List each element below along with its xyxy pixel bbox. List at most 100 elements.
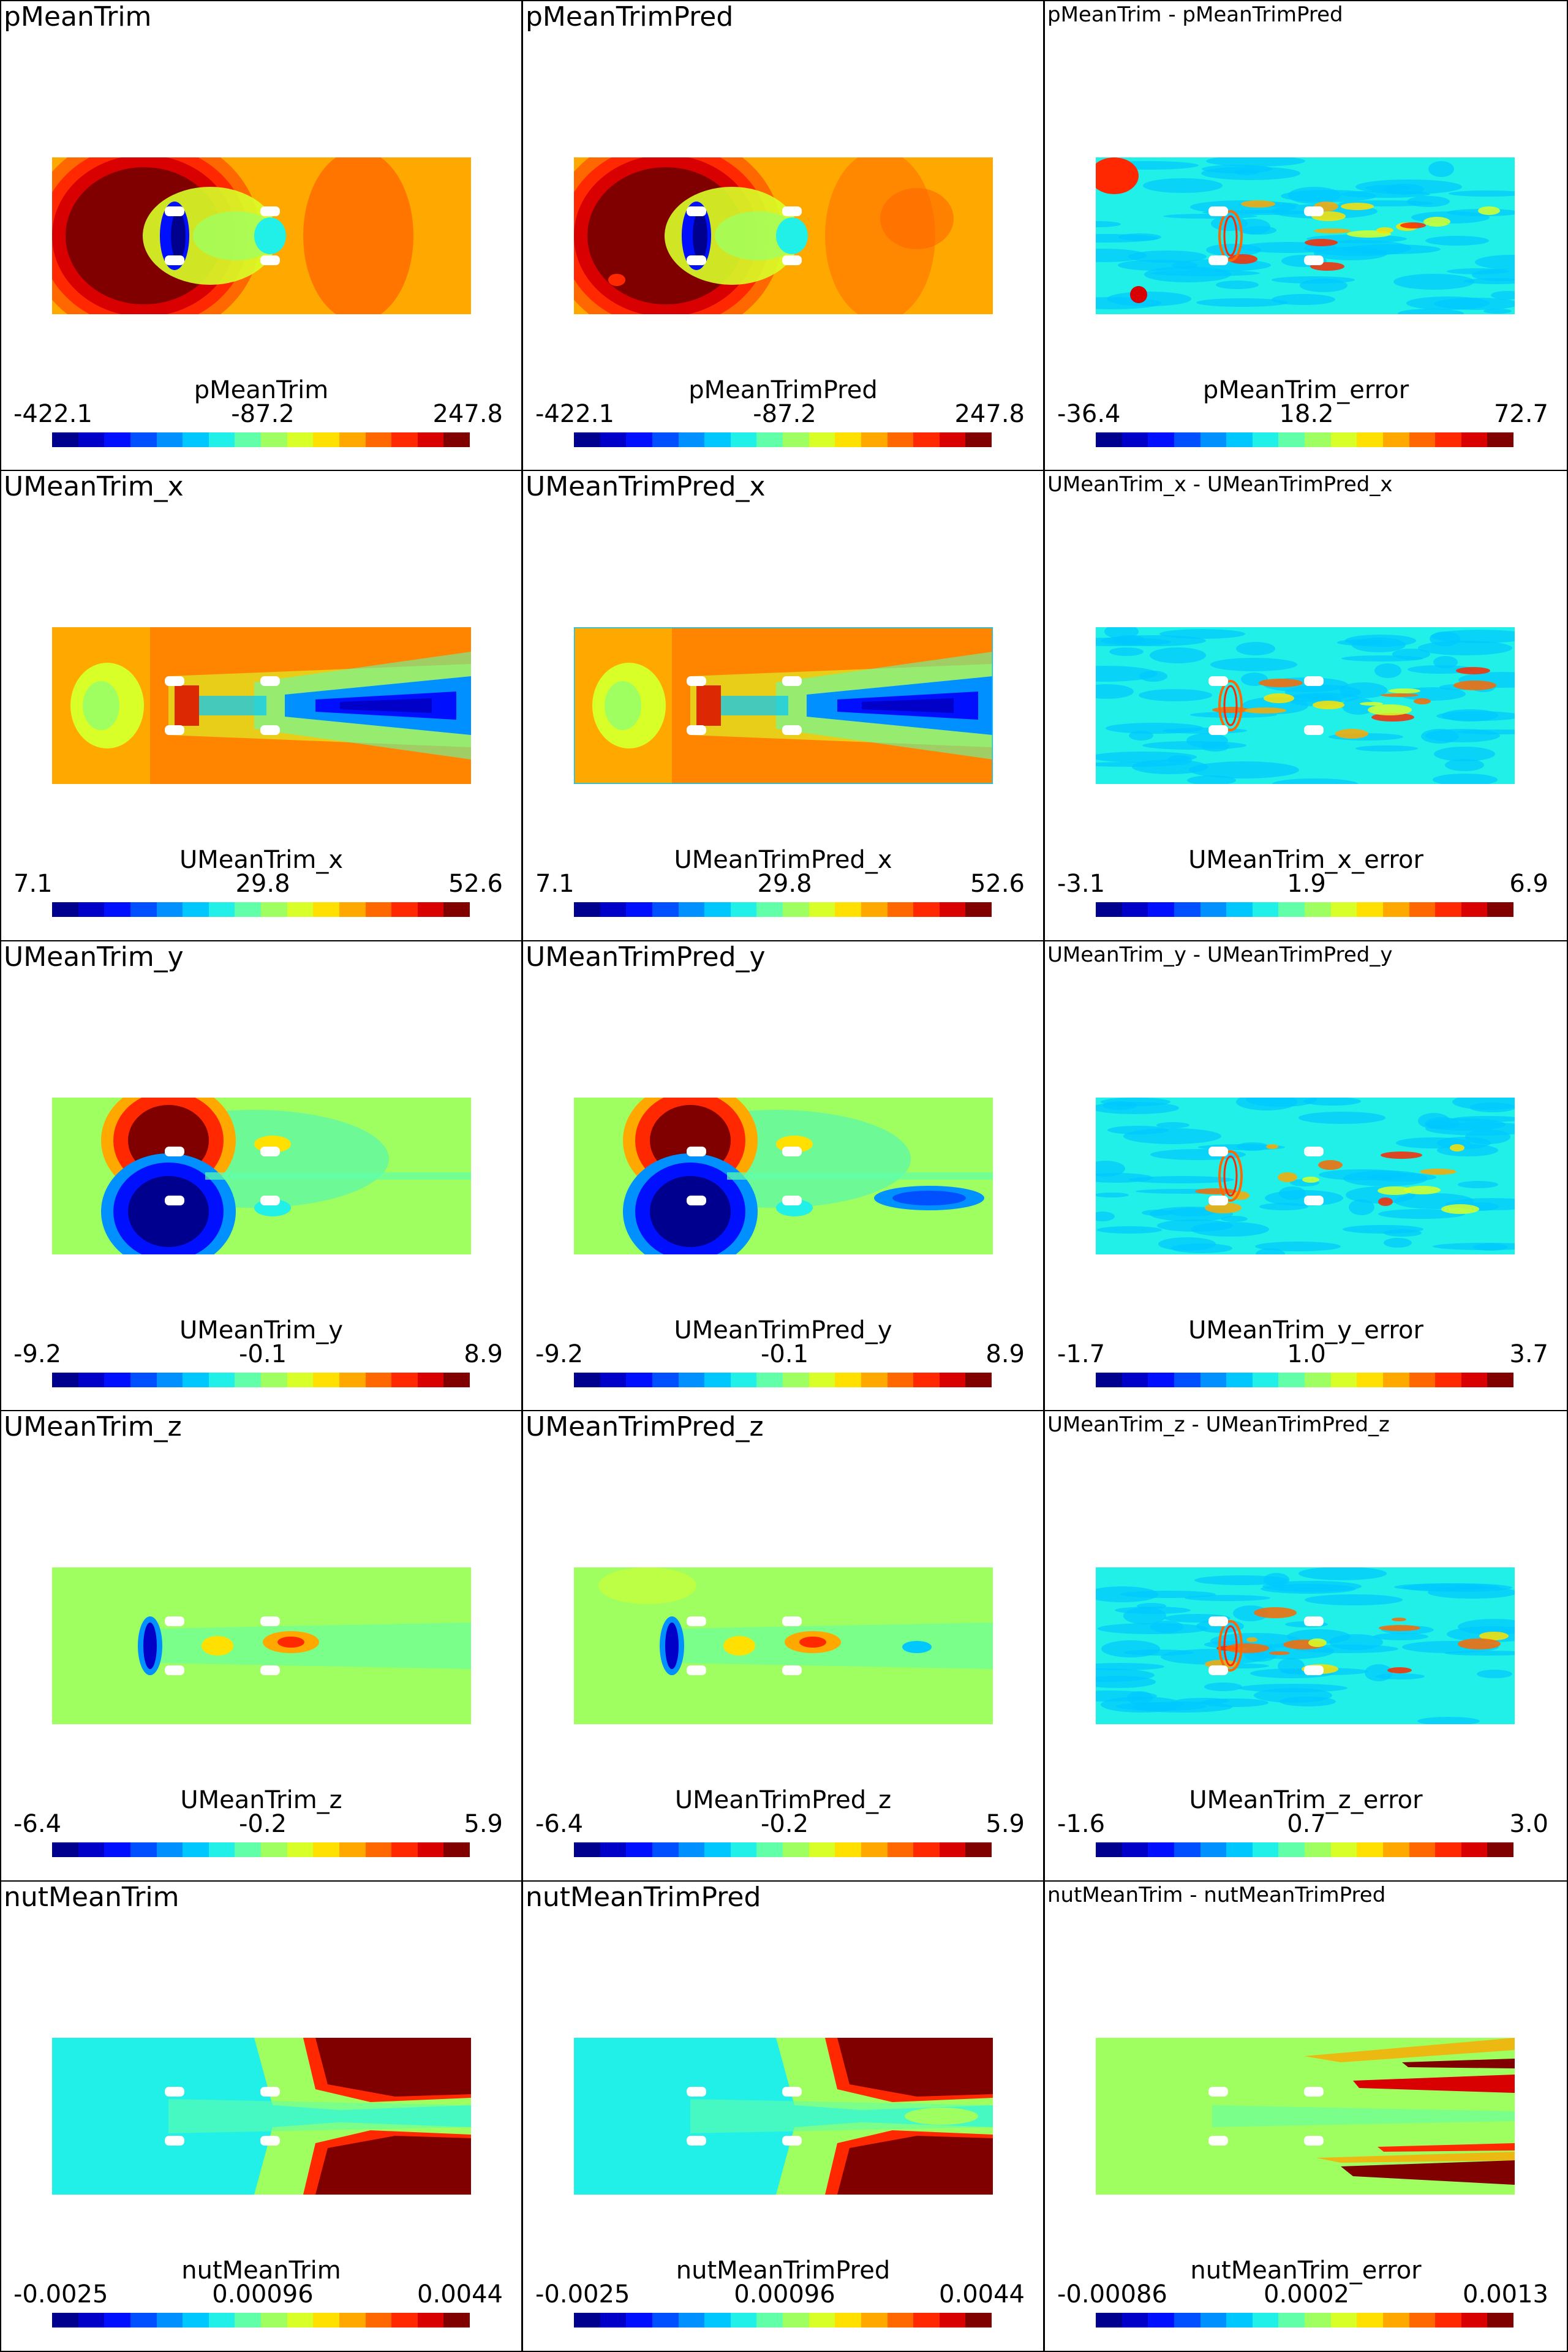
contour-map — [52, 1098, 471, 1254]
colorbar — [1096, 2313, 1513, 2328]
wheel-marker — [782, 255, 802, 265]
colorbar-swatch — [365, 2313, 392, 2328]
colorbar-swatch — [52, 1842, 78, 1857]
colorbar-swatch — [78, 1842, 105, 1857]
colorbar-ticks: -9.2 -0.1 8.9 — [523, 1341, 1043, 1368]
colorbar-min-label: -36.4 — [1057, 400, 1121, 428]
colorbar-max-label: 8.9 — [986, 1340, 1025, 1368]
wheel-marker — [1304, 1616, 1324, 1626]
flow-field-plot — [574, 1567, 993, 1724]
wheel-marker — [260, 206, 280, 216]
colorbar-max-label: 0.0013 — [1463, 2280, 1548, 2309]
colorbar-swatch — [626, 902, 652, 917]
colorbar-swatch — [1330, 432, 1357, 447]
colorbar-swatch — [730, 1373, 757, 1387]
colorbar-swatch — [1461, 1373, 1488, 1387]
colorbar-swatch — [208, 902, 235, 917]
colorbar-swatch — [1278, 1373, 1305, 1387]
field-panel: UMeanTrim_x UMeanTrim_x 7.1 29.8 52.6 — [0, 470, 522, 941]
field-panel: UMeanTrim_y - UMeanTrimPred_y UMeanTrim_y… — [1044, 940, 1568, 1412]
colorbar-swatch — [704, 1842, 731, 1857]
colorbar-title: pMeanTrim — [194, 376, 329, 404]
colorbar-swatch — [104, 902, 130, 917]
panel-title: UMeanTrim_y — [4, 941, 184, 973]
colorbar-swatch — [1148, 902, 1174, 917]
colorbar-swatch — [600, 432, 627, 447]
colorbar-swatch — [1226, 1842, 1253, 1857]
colorbar-swatch — [756, 1842, 783, 1857]
colorbar-swatch — [756, 2313, 783, 2328]
colorbar-swatch — [913, 2313, 940, 2328]
colorbar-swatch — [1409, 1373, 1436, 1387]
field-panel: UMeanTrimPred_y UMeanTrimPred_y -9.2 -0.1 8.… — [522, 940, 1044, 1412]
colorbar-swatch — [652, 902, 679, 917]
field-panel: UMeanTrim_y UMeanTrim_y -9.2 -0.1 8.9 — [0, 940, 522, 1412]
colorbar-swatch — [1330, 902, 1357, 917]
flow-field-plot — [52, 2038, 471, 2195]
wheel-marker — [687, 725, 706, 735]
colorbar-swatch — [574, 2313, 600, 2328]
colorbar-swatch — [443, 432, 470, 447]
colorbar-max-label: 8.9 — [464, 1340, 503, 1368]
contour-map — [1096, 157, 1515, 314]
wheel-marker — [782, 1665, 802, 1675]
colorbar-swatch — [156, 1373, 183, 1387]
wheel-marker — [687, 1147, 706, 1156]
colorbar-ticks: -1.6 0.7 3.0 — [1045, 1811, 1567, 1838]
colorbar-swatch — [443, 2313, 470, 2328]
wheel-marker — [260, 1147, 280, 1156]
colorbar-swatch — [887, 902, 914, 917]
flow-field-plot — [574, 2038, 993, 2195]
colorbar-swatch — [678, 1373, 705, 1387]
colorbar-mid-label: 0.00096 — [734, 2280, 835, 2309]
colorbar-ticks: -6.4 -0.2 5.9 — [523, 1811, 1043, 1838]
colorbar-swatch — [78, 2313, 105, 2328]
wheel-marker — [782, 1196, 802, 1205]
colorbar-min-label: -1.6 — [1057, 1810, 1106, 1838]
colorbar-swatch — [1357, 432, 1383, 447]
colorbar-max-label: 5.9 — [464, 1810, 503, 1838]
colorbar-min-label: -9.2 — [535, 1340, 584, 1368]
colorbar-swatch — [156, 432, 183, 447]
colorbar-ticks: -1.7 1.0 3.7 — [1045, 1341, 1567, 1368]
panel-title: UMeanTrimPred_z — [526, 1411, 764, 1442]
colorbar-swatch — [1200, 2313, 1227, 2328]
colorbar-swatch — [678, 902, 705, 917]
colorbar-ticks: -0.0025 0.00096 0.0044 — [1, 2281, 521, 2308]
wheel-marker — [260, 1665, 280, 1675]
colorbar-min-label: 7.1 — [13, 870, 53, 898]
colorbar-swatch — [574, 902, 600, 917]
contour-map — [574, 1567, 993, 1724]
colorbar — [52, 432, 470, 447]
wheel-marker — [1304, 2136, 1324, 2146]
colorbar-swatch — [1435, 1373, 1461, 1387]
colorbar-swatch — [52, 902, 78, 917]
flow-field-plot — [1096, 1567, 1515, 1724]
colorbar-title: nutMeanTrim_error — [1190, 2256, 1422, 2285]
colorbar-swatch — [835, 2313, 861, 2328]
colorbar-swatch — [156, 2313, 183, 2328]
colorbar-swatch — [208, 1842, 235, 1857]
colorbar-swatch — [626, 1842, 652, 1857]
colorbar-swatch — [130, 1373, 157, 1387]
colorbar-swatch — [965, 432, 992, 447]
wheel-marker — [260, 255, 280, 265]
colorbar-swatch — [1121, 1842, 1148, 1857]
flow-field-plot — [52, 157, 471, 314]
colorbar-swatch — [783, 432, 809, 447]
colorbar-swatch — [156, 902, 183, 917]
contour-map — [574, 2038, 993, 2195]
colorbar-min-label: -9.2 — [13, 1340, 62, 1368]
colorbar-swatch — [1096, 902, 1122, 917]
colorbar-swatch — [1435, 432, 1461, 447]
colorbar-swatch — [1330, 1842, 1357, 1857]
colorbar-swatch — [730, 432, 757, 447]
field-panel: UMeanTrimPred_x UMeanTrimPred_x 7.1 29.8 52.… — [522, 470, 1044, 941]
contour-map — [52, 1567, 471, 1724]
colorbar-swatch — [861, 432, 888, 447]
colorbar-swatch — [183, 1373, 209, 1387]
colorbar-swatch — [730, 902, 757, 917]
wheel-marker — [260, 1616, 280, 1626]
field-panel: UMeanTrim_z UMeanTrim_z -6.4 -0.2 5.9 — [0, 1410, 522, 1882]
field-panel: UMeanTrim_x - UMeanTrimPred_x UMeanTrim_x… — [1044, 470, 1568, 941]
